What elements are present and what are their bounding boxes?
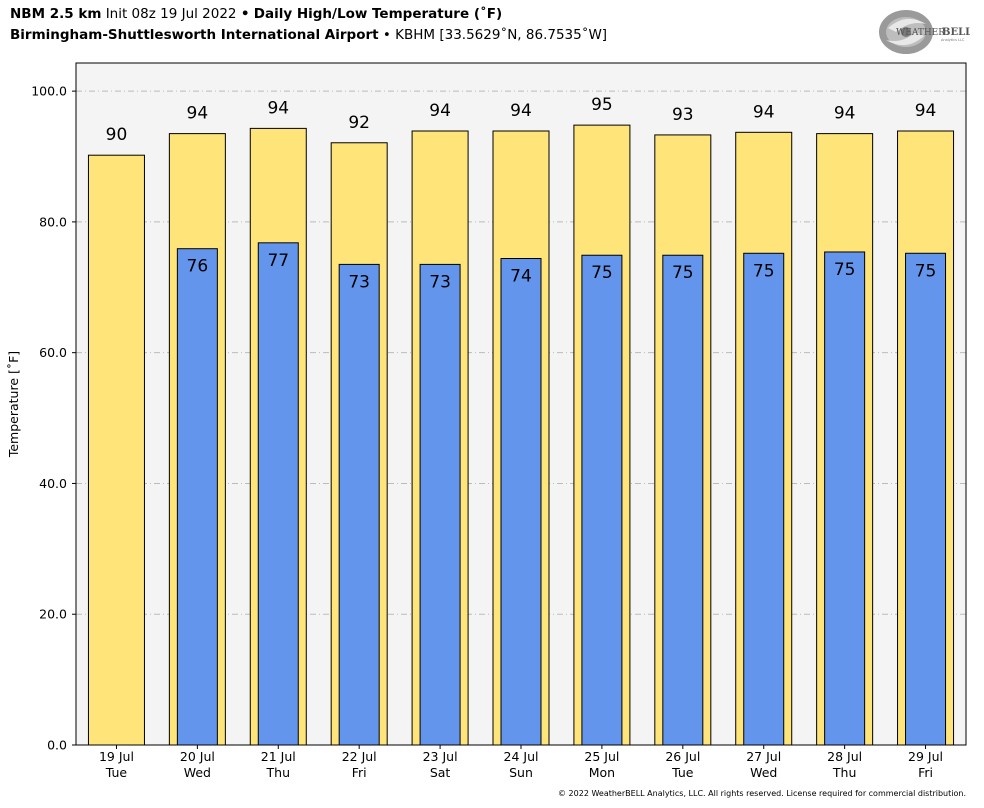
high-temp-label: 94 [915,101,937,121]
value-labels: 90 94 76 94 77 92 73 94 73 94 74 95 75 93 75 94 75 94 75 94… [106,95,937,292]
low-temp-bar [338,263,380,746]
x-tick-day: Wed [750,765,777,780]
logo-text-analytics: Analytics LLC [941,38,965,42]
x-tick-date: 26 Jul [665,749,700,764]
low-temp-bar [500,258,542,746]
x-tick-date: 27 Jul [746,749,781,764]
low-temp-bar [419,263,461,746]
y-tick-label: 0.0 [47,738,67,753]
low-temp-label: 73 [348,272,370,292]
low-temp-label: 76 [187,257,209,277]
low-temp-bar [662,254,704,746]
high-temp-label: 94 [267,98,289,118]
low-temp-label: 75 [672,263,694,283]
x-tick-day: Thu [832,765,856,780]
x-tick-date: 28 Jul [827,749,862,764]
station-info: KBHM [33.5629˚N, 86.7535˚W] [395,27,608,43]
x-tick-date: 23 Jul [423,749,458,764]
bars [87,124,955,746]
x-tick-date: 19 Jul [99,749,134,764]
low-temp-bar [176,248,218,746]
logo-text-weather: WEATHER [896,28,945,38]
y-tick-label: 20.0 [39,607,67,622]
low-temp-bar [257,242,299,746]
model-name: NBM 2.5 km [10,6,102,22]
low-temp-bar [905,252,947,746]
chart-title: Daily High/Low Temperature (˚F) [253,6,503,22]
header-line-1: NBM 2.5 km Init 08z 19 Jul 2022 • Daily … [10,6,502,22]
high-temp-label: 94 [429,101,451,121]
low-temp-label: 77 [267,251,289,271]
y-axis-label: Temperature [˚F] [6,351,21,458]
high-temp-label: 94 [834,104,856,124]
x-tick-date: 20 Jul [180,749,215,764]
header-line-2: Birmingham-Shuttlesworth International A… [10,27,607,43]
high-temp-label: 93 [672,105,694,125]
high-temp-label: 90 [106,125,128,145]
low-temp-label: 75 [834,260,856,280]
station-name: Birmingham-Shuttlesworth International A… [10,27,379,43]
high-temp-label: 94 [753,102,775,122]
y-tick-label: 80.0 [39,214,67,229]
low-temp-label: 73 [429,272,451,292]
y-tick-label: 40.0 [39,476,67,491]
x-tick-day: Sat [430,765,451,780]
high-temp-label: 95 [591,95,613,115]
x-tick-day: Mon [589,765,615,780]
init-time: Init 08z 19 Jul 2022 [105,6,237,22]
low-temp-bar [743,252,785,746]
separator: • [240,6,250,22]
x-tick-date: 25 Jul [584,749,619,764]
copyright-notice: © 2022 WeatherBELL Analytics, LLC. All r… [558,789,966,798]
low-temp-bar [581,254,623,746]
high-temp-label: 92 [348,113,370,133]
x-tick-day: Fri [918,765,933,780]
hurricane-logo-icon [879,10,933,54]
low-temp-label: 75 [753,261,775,281]
logo-text-bell: BELL [942,27,970,38]
high-temp-label: 94 [510,101,532,121]
x-tick-date: 22 Jul [342,749,377,764]
x-tick-day: Tue [105,765,128,780]
high-temp-bar [87,154,145,746]
y-tick-label: 60.0 [39,345,67,360]
x-tick-day: Tue [671,765,694,780]
low-temp-label: 75 [591,263,613,283]
high-temp-label: 94 [187,104,209,124]
x-tick-day: Thu [266,765,290,780]
x-tick-day: Wed [184,765,211,780]
low-temp-bar [824,251,866,746]
x-tick-day: Sun [509,765,533,780]
x-tick-date: 24 Jul [504,749,539,764]
low-temp-label: 74 [510,267,532,287]
y-axis: 0.0 20.0 40.0 60.0 80.0 100.0 [31,84,76,753]
low-temp-label: 75 [915,261,937,281]
x-tick-date: 21 Jul [261,749,296,764]
weatherbell-logo: WEATHER BELL Analytics LLC [879,10,970,54]
y-tick-label: 100.0 [31,84,67,99]
separator: • [382,27,391,43]
x-tick-day: Fri [352,765,367,780]
x-tick-date: 29 Jul [908,749,943,764]
